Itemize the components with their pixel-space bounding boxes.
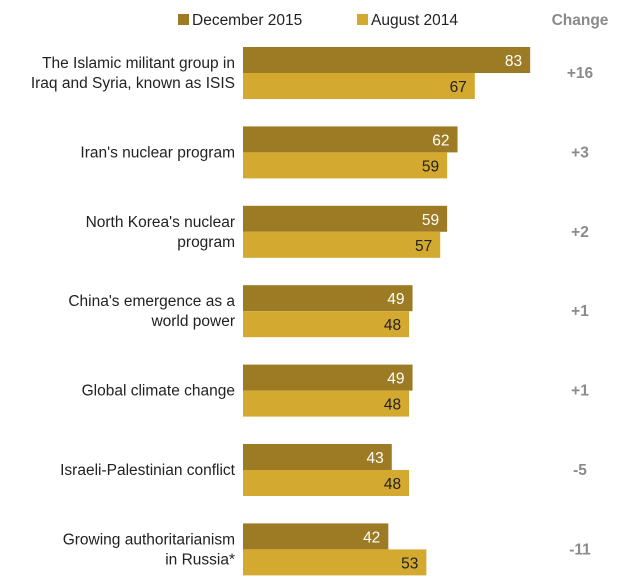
change-value: +1 [571, 303, 589, 320]
change-header: Change [552, 12, 609, 29]
data-label: 49 [387, 371, 404, 388]
category-row: Growing authoritarianism in Russia* 42 53 -1… [63, 523, 591, 576]
legend-label: December 2015 [192, 12, 302, 29]
category-label: Growing authoritarianism [63, 531, 235, 548]
change-value: -5 [573, 462, 587, 479]
category-label: in Russia* [165, 551, 235, 568]
bar [243, 126, 458, 153]
change-value: +1 [571, 383, 589, 400]
legend: December 2015 August 2014 [178, 12, 458, 29]
data-label: 53 [401, 555, 418, 572]
legend-item: December 2015 [178, 12, 302, 29]
data-label: 48 [384, 476, 401, 493]
category-label: program [177, 234, 235, 251]
bar [243, 47, 531, 73]
category-row: Iran's nuclear program 62 59 +3 [80, 126, 589, 179]
category-label: Israeli-Palestinian conflict [60, 462, 236, 479]
category-label: Iraq and Syria, known as ISIS [31, 75, 235, 92]
bar [243, 470, 410, 496]
category-label: The Islamic militant group in [42, 55, 235, 72]
bar [243, 523, 389, 550]
legend-swatch [357, 14, 368, 25]
bar [243, 390, 410, 417]
bar [243, 73, 475, 99]
legend-item: August 2014 [357, 12, 458, 29]
data-label: 67 [450, 79, 467, 96]
category-label: world power [150, 313, 235, 330]
legend-swatch [178, 14, 189, 25]
bar [243, 364, 413, 391]
data-label: 48 [384, 317, 401, 334]
change-value: +2 [571, 224, 589, 241]
category-row: Global climate change 49 48 +1 [82, 364, 589, 417]
data-label: 57 [415, 238, 432, 255]
data-label: 43 [367, 450, 384, 467]
category-label: North Korea's nuclear [86, 214, 235, 231]
change-value: +3 [571, 144, 589, 161]
category-row: The Islamic militant group in Iraq and Sy… [31, 47, 594, 99]
data-label: 59 [422, 158, 439, 175]
data-label: 83 [505, 53, 522, 70]
category-label: Global climate change [82, 383, 235, 400]
bar [243, 444, 392, 470]
category-label: Iran's nuclear program [80, 144, 235, 161]
change-value: +16 [567, 65, 594, 82]
bar [243, 311, 410, 338]
category-row: China's emergence as a world power 49 48 +1 [68, 285, 589, 338]
legend-label: August 2014 [371, 12, 458, 29]
data-label: 59 [422, 212, 439, 229]
data-label: 62 [432, 132, 449, 149]
category-label: China's emergence as a [68, 293, 235, 310]
bar [243, 549, 427, 576]
change-value: -11 [569, 541, 591, 558]
data-label: 42 [363, 529, 380, 546]
bar [243, 152, 448, 179]
chart-rows: The Islamic militant group in Iraq and Sy… [31, 47, 594, 576]
bar [243, 205, 448, 232]
category-row: North Korea's nuclear program 59 57 +2 [86, 205, 589, 258]
data-label: 48 [384, 397, 401, 414]
bar [243, 285, 413, 312]
bar [243, 231, 441, 258]
data-label: 49 [387, 291, 404, 308]
